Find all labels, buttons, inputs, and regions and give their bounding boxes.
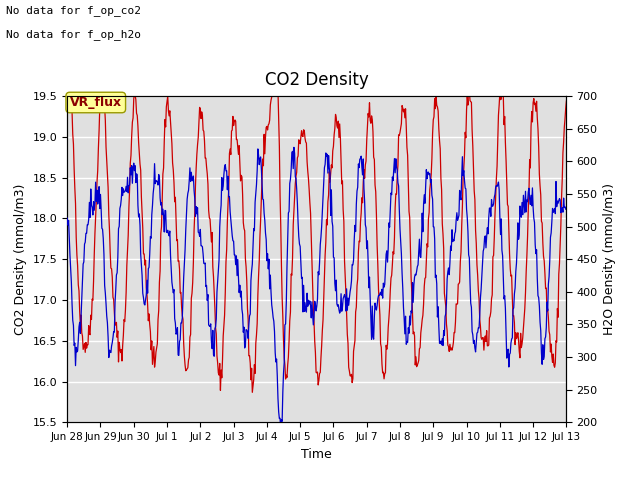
Text: VR_flux: VR_flux <box>70 96 122 109</box>
Title: CO2 Density: CO2 Density <box>265 71 369 89</box>
Text: No data for f_op_h2o: No data for f_op_h2o <box>6 29 141 40</box>
Text: No data for f_op_co2: No data for f_op_co2 <box>6 5 141 16</box>
X-axis label: Time: Time <box>301 448 332 461</box>
Y-axis label: CO2 Density (mmol/m3): CO2 Density (mmol/m3) <box>14 183 27 335</box>
Y-axis label: H2O Density (mmol/m3): H2O Density (mmol/m3) <box>603 183 616 335</box>
